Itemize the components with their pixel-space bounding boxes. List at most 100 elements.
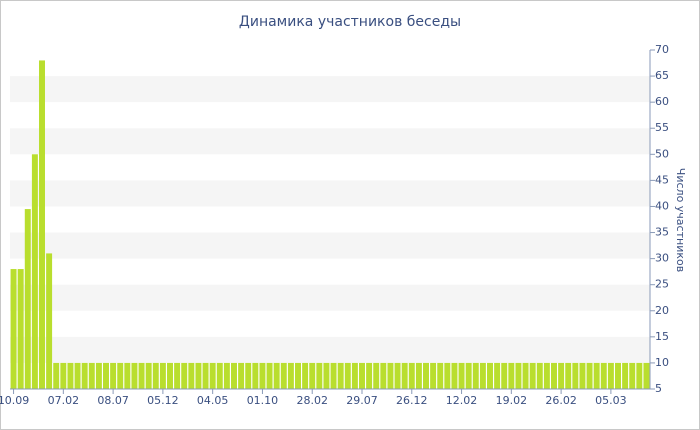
bar (103, 362, 109, 389)
bar (543, 362, 550, 389)
x-tick-label: 05.03 (595, 394, 627, 407)
bar (536, 362, 543, 389)
bar (295, 362, 301, 389)
bar (238, 362, 245, 389)
bar (565, 362, 572, 389)
bar (615, 362, 621, 389)
bar (280, 362, 287, 389)
bar (95, 362, 102, 389)
y-tick-label: 15 (655, 330, 669, 343)
bar (423, 362, 429, 389)
chart-title: Динамика участников беседы (239, 14, 461, 30)
bar (31, 154, 38, 389)
y-tick-label: 65 (655, 69, 669, 82)
bar (579, 362, 586, 389)
bar (231, 362, 237, 389)
y-tick-label: 20 (655, 304, 669, 317)
bar (167, 362, 173, 389)
bar (117, 362, 124, 389)
x-tick-label: 05.12 (147, 394, 179, 407)
bar (53, 362, 60, 389)
bar (437, 362, 444, 389)
bar (302, 362, 309, 389)
bar (373, 362, 380, 389)
bar (472, 362, 479, 389)
bar (494, 362, 501, 389)
x-tick-label: 28.02 (296, 394, 328, 407)
bar (600, 362, 607, 389)
y-tick-label: 30 (655, 252, 669, 265)
bar (17, 269, 24, 389)
x-tick-label: 12.02 (446, 394, 478, 407)
bar (60, 362, 67, 389)
y-tick-label: 70 (655, 43, 669, 56)
bar (145, 362, 152, 389)
y-tick-label: 50 (655, 147, 669, 160)
bar (152, 362, 159, 389)
bar (479, 362, 486, 389)
bar (501, 362, 508, 389)
grid-band (10, 284, 650, 311)
bar (309, 362, 316, 389)
bar (316, 362, 323, 389)
bar (522, 362, 529, 389)
bar (174, 362, 181, 389)
bar (458, 362, 465, 389)
x-tick-label: 04.05 (197, 394, 229, 407)
y-tick-label: 40 (655, 199, 669, 212)
bar (387, 362, 394, 389)
grid-band (10, 336, 650, 363)
bar (181, 362, 188, 389)
y-tick-label: 5 (655, 382, 662, 395)
x-tick-label: 10.09 (0, 394, 29, 407)
bar (138, 362, 145, 389)
bar (110, 362, 117, 389)
bar (46, 253, 53, 389)
bar (643, 362, 650, 389)
bar (401, 362, 408, 389)
bar (74, 362, 81, 389)
bar (487, 362, 493, 389)
bar (508, 362, 515, 389)
bar (622, 362, 629, 389)
bar (636, 362, 643, 389)
bar (216, 362, 223, 389)
bar (188, 362, 195, 389)
x-tick-label: 26.12 (396, 394, 428, 407)
bar (259, 362, 266, 389)
bar (359, 362, 365, 389)
grid-band (10, 180, 650, 207)
bar (323, 362, 330, 389)
bar (593, 362, 600, 389)
x-tick-label: 07.02 (48, 394, 80, 407)
bar (558, 362, 565, 389)
bar (515, 362, 522, 389)
bar (209, 362, 216, 389)
bar (337, 362, 344, 389)
x-tick-label: 29.07 (346, 394, 378, 407)
bar (81, 362, 88, 389)
bar (465, 362, 472, 389)
bar (131, 362, 138, 389)
y-axis-label: Число участников (674, 168, 687, 272)
bar (39, 60, 45, 389)
x-tick-label: 01.10 (247, 394, 279, 407)
bar (444, 362, 451, 389)
y-tick-label: 10 (655, 356, 669, 369)
bar (252, 362, 259, 389)
bar (629, 362, 636, 389)
y-tick-label: 45 (655, 173, 669, 186)
y-tick-label: 60 (655, 95, 669, 108)
grid-band (10, 128, 650, 155)
bar (159, 362, 166, 389)
bar (430, 362, 437, 389)
bar (223, 362, 230, 389)
bar (287, 362, 294, 389)
bar (124, 362, 131, 389)
bar (529, 362, 536, 389)
bar (273, 362, 280, 389)
y-tick-label: 55 (655, 121, 669, 134)
bar (266, 362, 273, 389)
grid-band (10, 232, 650, 259)
